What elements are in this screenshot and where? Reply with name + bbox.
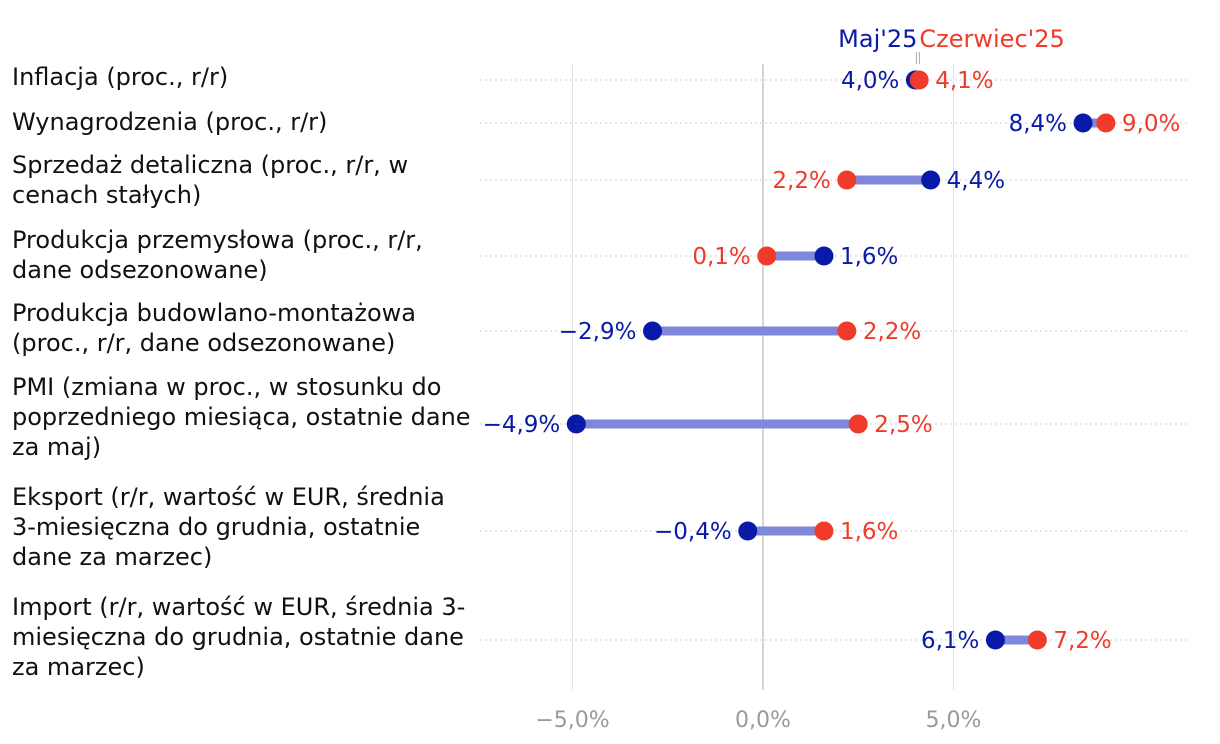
category-label: Eksport (r/r, wartość w EUR, średnia 3-m… xyxy=(12,483,445,571)
category-label: Sprzedaż detaliczna (proc., r/r, w cenac… xyxy=(12,151,409,209)
may-value-label: 6,1% xyxy=(921,628,979,654)
legend-may: Maj'25 xyxy=(838,25,917,53)
may-value-label: 4,4% xyxy=(947,168,1005,194)
june-value-label: 2,5% xyxy=(874,412,932,438)
category-label: Wynagrodzenia (proc., r/r) xyxy=(12,108,328,136)
category-label: Produkcja przemysłowa (proc., r/r, dane … xyxy=(12,226,423,284)
june-value-label: 2,2% xyxy=(863,319,921,345)
may-point xyxy=(566,414,586,434)
june-value-label: 9,0% xyxy=(1122,111,1180,137)
june-value-label: 4,1% xyxy=(935,68,993,94)
june-point xyxy=(848,414,868,434)
may-value-label: 8,4% xyxy=(1009,111,1067,137)
june-value-label: 2,2% xyxy=(772,168,830,194)
june-point xyxy=(909,70,929,90)
category-label: Produkcja budowlano-montażowa (proc., r/… xyxy=(12,299,416,357)
june-point xyxy=(837,321,857,341)
x-tick-label: 5,0% xyxy=(926,708,982,733)
june-point xyxy=(1096,113,1116,133)
may-point xyxy=(985,630,1005,650)
june-point xyxy=(814,521,834,541)
june-value-label: 7,2% xyxy=(1053,628,1111,654)
category-label: PMI (zmiana w proc., w stosunku do poprz… xyxy=(12,373,471,461)
may-point xyxy=(643,321,663,341)
x-tick-label: −5,0% xyxy=(535,708,609,733)
may-point xyxy=(814,246,834,266)
legend-june: Czerwiec'25 xyxy=(919,25,1064,53)
june-value-label: 0,1% xyxy=(692,244,750,270)
may-value-label: 4,0% xyxy=(841,68,899,94)
may-value-label: −2,9% xyxy=(559,319,637,345)
x-tick-label: 0,0% xyxy=(735,708,791,733)
may-point xyxy=(1073,113,1093,133)
may-value-label: −0,4% xyxy=(654,519,732,545)
june-point xyxy=(757,246,777,266)
may-point xyxy=(921,170,941,190)
may-value-label: 1,6% xyxy=(840,244,898,270)
category-label: Inflacja (proc., r/r) xyxy=(12,63,229,91)
category-label: Import (r/r, wartość w EUR, średnia 3-mi… xyxy=(12,593,466,681)
june-value-label: 1,6% xyxy=(840,519,898,545)
june-point xyxy=(837,170,857,190)
may-value-label: −4,9% xyxy=(483,412,561,438)
may-point xyxy=(738,521,758,541)
june-point xyxy=(1027,630,1047,650)
